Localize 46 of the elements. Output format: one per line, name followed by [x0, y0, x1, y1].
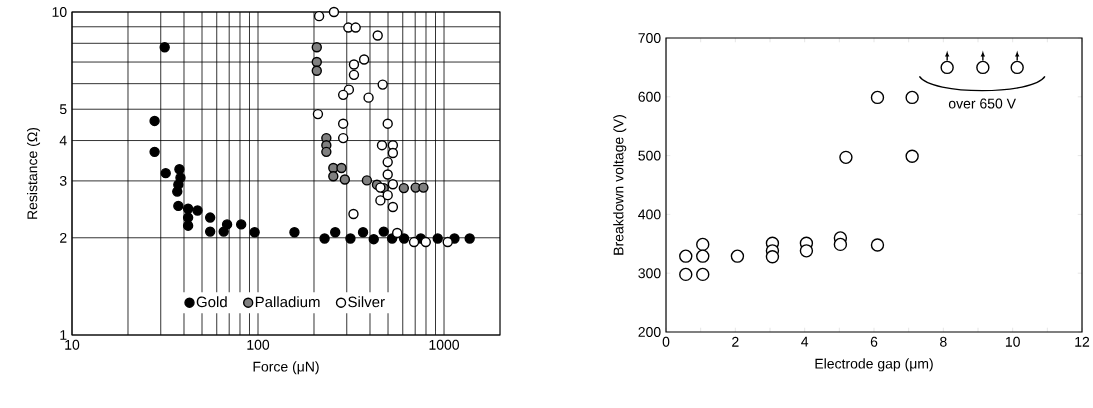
x-tick-label: 6 [870, 336, 878, 347]
y-tick-label: 3 [59, 175, 67, 186]
y-tick-label: 4 [59, 135, 67, 146]
y-tick-label: 200 [638, 327, 661, 337]
point [905, 149, 919, 163]
x-tick-label: 4 [801, 336, 809, 347]
x-tick-label: 2 [732, 336, 739, 347]
legend-label: Gold [196, 296, 227, 308]
x-axis-title: Electrode gap (μm) [815, 358, 933, 372]
y-tick-label: 700 [638, 33, 661, 43]
point [799, 244, 814, 258]
point [870, 90, 885, 105]
point [940, 60, 954, 75]
y-axis-title: Resistance (Ω) [26, 127, 41, 219]
point [976, 60, 990, 75]
y-axis-title: Breakdown voltage (V) [613, 115, 627, 255]
annotation: over 650 V [948, 98, 1016, 109]
point [696, 249, 710, 263]
point [679, 249, 693, 263]
point [679, 267, 693, 282]
legend-label: Silver [348, 296, 385, 308]
point [1010, 60, 1024, 75]
x-tick-label: 10 [1005, 336, 1020, 347]
x-tick-label: 12 [1075, 336, 1090, 347]
point [905, 90, 919, 105]
x-tick-label: 100 [247, 339, 270, 350]
legend-label: Palladium [255, 296, 320, 308]
point [730, 249, 745, 263]
point [765, 250, 780, 264]
y-tick-label: 400 [638, 209, 661, 220]
x-tick-label: 0 [662, 336, 670, 347]
x-tick-label: 1000 [429, 339, 460, 350]
y-tick-label: 500 [638, 150, 661, 161]
point [870, 238, 885, 252]
point [833, 237, 848, 252]
y-tick-label: 600 [638, 91, 661, 102]
y-tick-label: 5 [59, 104, 67, 115]
y-tick-label: 300 [638, 268, 661, 279]
x-tick-label: 8 [940, 336, 947, 347]
x-axis-title: Force (μN) [253, 361, 319, 375]
y-tick-label: 1 [60, 330, 67, 340]
y-tick-label: 10 [52, 7, 67, 17]
point [696, 237, 710, 252]
point [839, 150, 853, 165]
y-tick-label: 2 [60, 232, 67, 243]
point [696, 267, 710, 282]
